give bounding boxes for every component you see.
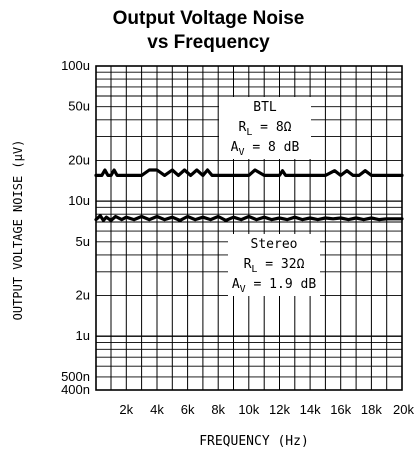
annotation-line: BTL	[253, 100, 277, 115]
y-tick-label: 2u	[76, 288, 90, 303]
x-tick-label: 20k	[393, 402, 414, 417]
y-tick-label: 5u	[76, 234, 90, 249]
annotation-symbol: R	[244, 257, 252, 272]
chart-subtitle: vs Frequency	[147, 32, 270, 53]
annotation-value: = 8 dB	[245, 140, 300, 155]
annotation-value: = 8Ω	[252, 120, 291, 135]
x-tick-label: 6k	[181, 402, 195, 417]
annotation-line: Stereo	[251, 237, 298, 252]
annotation-line: AV = 1.9 dB	[232, 277, 316, 295]
annotation-value: = 32Ω	[257, 257, 304, 272]
chart-title: Output Voltage Noise	[112, 8, 305, 29]
y-tick-label: 20u	[68, 152, 90, 167]
annotation-subscript: V	[239, 147, 245, 158]
annotation-background	[228, 234, 320, 296]
x-tick-label: 12k	[269, 402, 290, 417]
annotation-line: RL = 32Ω	[244, 257, 305, 275]
y-axis-label: OUTPUT VOLTAGE NOISE (μV)	[11, 140, 25, 321]
annotation-symbol: A	[231, 140, 239, 155]
x-tick-label: 16k	[330, 402, 351, 417]
x-tick-label: 14k	[300, 402, 321, 417]
annotation-subscript: L	[251, 264, 257, 275]
x-axis-label: FREQUENCY (Hz)	[199, 434, 309, 449]
x-tick-label: 2k	[119, 402, 133, 417]
annotation-symbol: A	[232, 277, 240, 292]
y-tick-label: 100u	[61, 58, 90, 73]
x-tick-label: 18k	[361, 402, 382, 417]
y-tick-label: 400n	[61, 382, 90, 397]
y-tick-label: 500n	[61, 369, 90, 384]
annotation-subscript: V	[240, 284, 246, 295]
annotation-line: AV = 8 dB	[231, 140, 300, 158]
x-tick-label: 10k	[238, 402, 259, 417]
annotation-line: RL = 8Ω	[239, 120, 292, 138]
annotation-value: = 1.9 dB	[246, 277, 317, 292]
x-tick-label: 4k	[150, 402, 164, 417]
series-line-1	[94, 168, 404, 177]
y-tick-label: 50u	[68, 99, 90, 114]
y-tick-label: 10u	[68, 193, 90, 208]
annotation-subscript: L	[246, 127, 252, 138]
series-line-2	[94, 214, 404, 222]
series-layer	[94, 168, 404, 222]
y-tick-label: 1u	[76, 328, 90, 343]
x-tick-label: 8k	[211, 402, 225, 417]
annotation-box-2: Stereo RL = 32Ω AV = 1.9 dB	[228, 234, 320, 296]
annotation-symbol: R	[239, 120, 247, 135]
annotation-background	[219, 97, 311, 159]
